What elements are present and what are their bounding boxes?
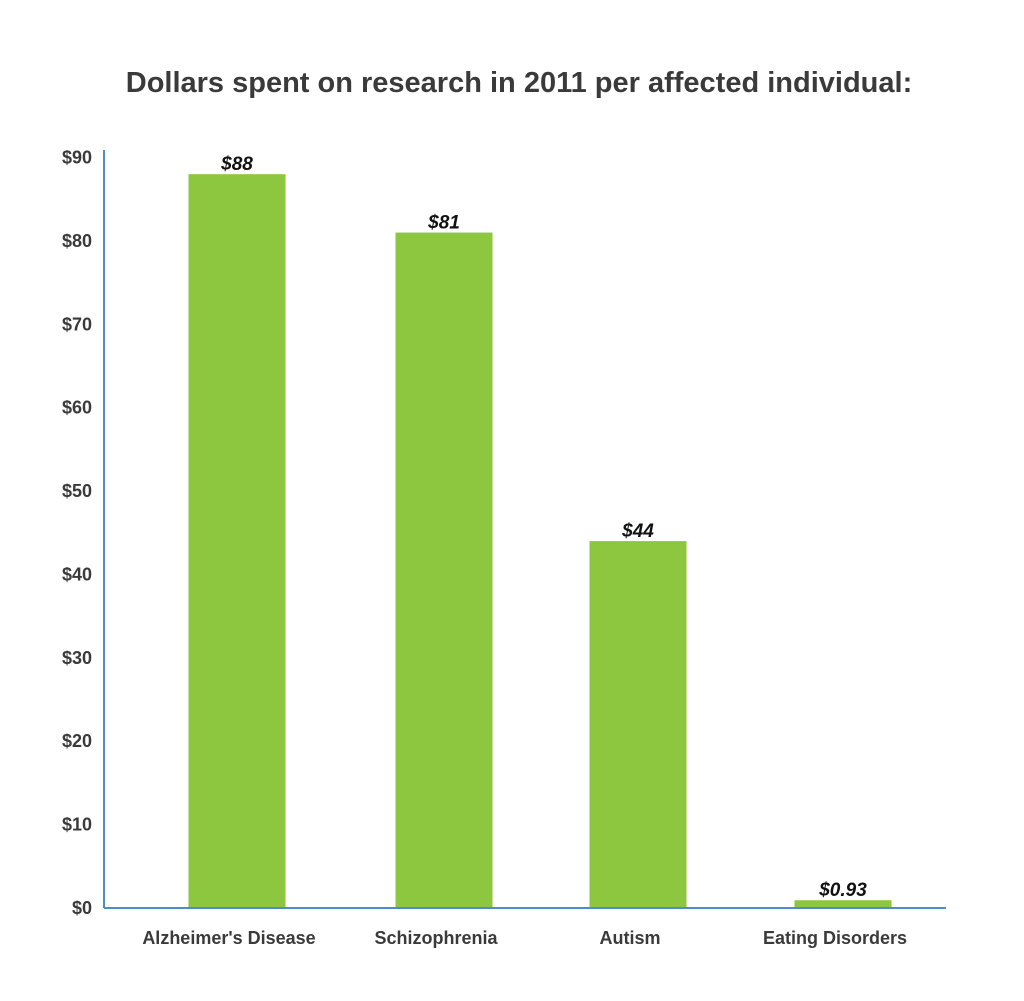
- x-tick-label: Schizophrenia: [374, 928, 498, 948]
- bar: [395, 232, 493, 909]
- x-tick-label: Autism: [599, 928, 660, 948]
- y-tick-label: $0: [72, 898, 92, 918]
- bar: [589, 541, 687, 908]
- bar: [188, 174, 286, 908]
- y-tick-label: $30: [62, 648, 92, 668]
- y-axis-ticks: $0 $10 $20 $30 $40 $50 $60 $70 $80 $90: [62, 148, 92, 919]
- x-axis-labels: Alzheimer's Disease Schizophrenia Autism Ea…: [142, 928, 907, 948]
- bars: [188, 174, 892, 909]
- bar-value-label: $81: [427, 213, 460, 234]
- y-tick-label: $50: [62, 481, 92, 501]
- value-labels: $88 $81 $44 $0.93: [220, 154, 867, 901]
- y-tick-label: $70: [62, 314, 92, 334]
- y-tick-label: $80: [62, 231, 92, 251]
- y-tick-label: $10: [62, 815, 92, 835]
- chart-title: Dollars spent on research in 2011 per af…: [126, 67, 912, 99]
- bar-value-label: $0.93: [818, 880, 867, 901]
- bar: [794, 900, 892, 908]
- x-tick-label: Alzheimer's Disease: [142, 928, 315, 948]
- y-tick-label: $20: [62, 731, 92, 751]
- y-tick-label: $40: [62, 564, 92, 584]
- x-tick-label: Eating Disorders: [763, 928, 907, 948]
- y-tick-label: $60: [62, 398, 92, 418]
- bar-value-label: $44: [621, 521, 654, 542]
- y-tick-label: $90: [62, 148, 92, 168]
- bar-value-label: $88: [220, 154, 253, 175]
